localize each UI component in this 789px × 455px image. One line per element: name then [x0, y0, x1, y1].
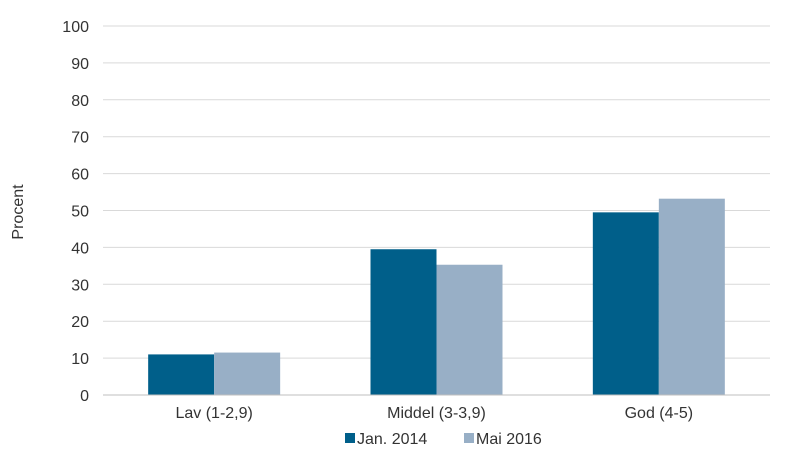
legend: Jan. 2014 Mai 2016	[345, 431, 542, 448]
legend-label: Mai 2016	[476, 431, 542, 448]
y-tick-label: 0	[80, 388, 89, 405]
y-tick-label: 90	[71, 56, 89, 73]
x-category-label: God (4-5)	[625, 405, 693, 422]
y-tick-label: 100	[62, 19, 89, 36]
y-axis-title: Procent	[10, 184, 27, 240]
y-tick-label: 40	[71, 240, 89, 257]
y-tick-label: 80	[71, 93, 89, 110]
bar-jan-2014-2	[370, 249, 437, 395]
y-tick-label: 50	[71, 204, 89, 221]
bar-mai-2016-3	[658, 198, 725, 395]
legend-label: Jan. 2014	[357, 431, 427, 448]
gridlines	[103, 25, 770, 359]
y-tick-label: 70	[71, 130, 89, 147]
x-category-label: Lav (1-2,9)	[175, 405, 252, 422]
y-tick-label: 10	[71, 351, 89, 368]
legend-swatch	[464, 433, 474, 443]
bar-mai-2016-1	[214, 352, 281, 395]
bar-jan-2014-1	[148, 354, 215, 395]
bar-mai-2016-2	[436, 264, 503, 395]
bars	[148, 198, 725, 395]
x-category-label: Middel (3-3,9)	[387, 405, 486, 422]
y-tick-label: 60	[71, 167, 89, 184]
legend-swatch	[345, 433, 355, 443]
bar-jan-2014-3	[592, 212, 659, 395]
y-tick-label: 30	[71, 277, 89, 294]
y-tick-label: 20	[71, 314, 89, 331]
axes: 0 10 20 30 40 50 60 70 80 90 100 Lav (1-2,9) Middel …	[62, 19, 770, 422]
